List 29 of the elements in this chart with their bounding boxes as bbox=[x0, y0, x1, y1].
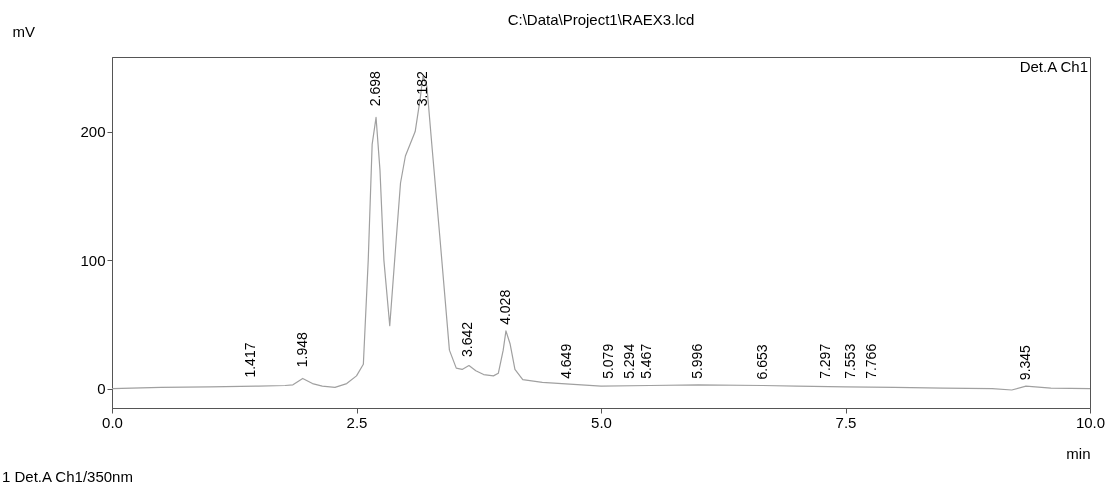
x-tick-label: 2.5 bbox=[346, 413, 368, 431]
y-tick-label: 100 bbox=[80, 251, 106, 269]
text: 1 Det.A Ch1/350nm bbox=[2, 468, 133, 485]
y-tick-label: 0 bbox=[97, 380, 106, 398]
annotation: 5.996 bbox=[689, 343, 706, 379]
annotation: 1.417 bbox=[241, 342, 258, 378]
annotation: 4.028 bbox=[496, 289, 513, 325]
annotation: 7.766 bbox=[862, 343, 879, 379]
annotation: 1.948 bbox=[293, 332, 310, 368]
x-axis-title: min bbox=[1066, 444, 1091, 462]
annotation: 3.642 bbox=[459, 321, 476, 357]
annotation: 5.294 bbox=[620, 343, 637, 379]
x-tick-label: 0.0 bbox=[102, 413, 123, 431]
annotation: 5.467 bbox=[637, 343, 654, 379]
chart-title: C:\Data\Project1\RAEX3.lcd bbox=[507, 11, 695, 28]
annotation: 9.345 bbox=[1016, 344, 1033, 381]
x-tick-label: 5.0 bbox=[591, 413, 612, 431]
annotation: 7.297 bbox=[816, 343, 833, 379]
annotation: 5.079 bbox=[599, 343, 616, 379]
y-axis-title: mV bbox=[12, 22, 35, 40]
annotation: 6.653 bbox=[753, 344, 770, 380]
annotation: 2.698 bbox=[366, 71, 383, 107]
y-tick-label: 200 bbox=[80, 123, 106, 141]
annotation: 4.649 bbox=[557, 343, 574, 379]
text: Det.A Ch1 bbox=[1019, 58, 1088, 75]
annotation: 7.553 bbox=[841, 343, 858, 379]
x-tick-label: 7.5 bbox=[835, 413, 857, 431]
annotation: 3.182 bbox=[414, 71, 431, 107]
x-tick-label: 10.0 bbox=[1075, 413, 1106, 431]
